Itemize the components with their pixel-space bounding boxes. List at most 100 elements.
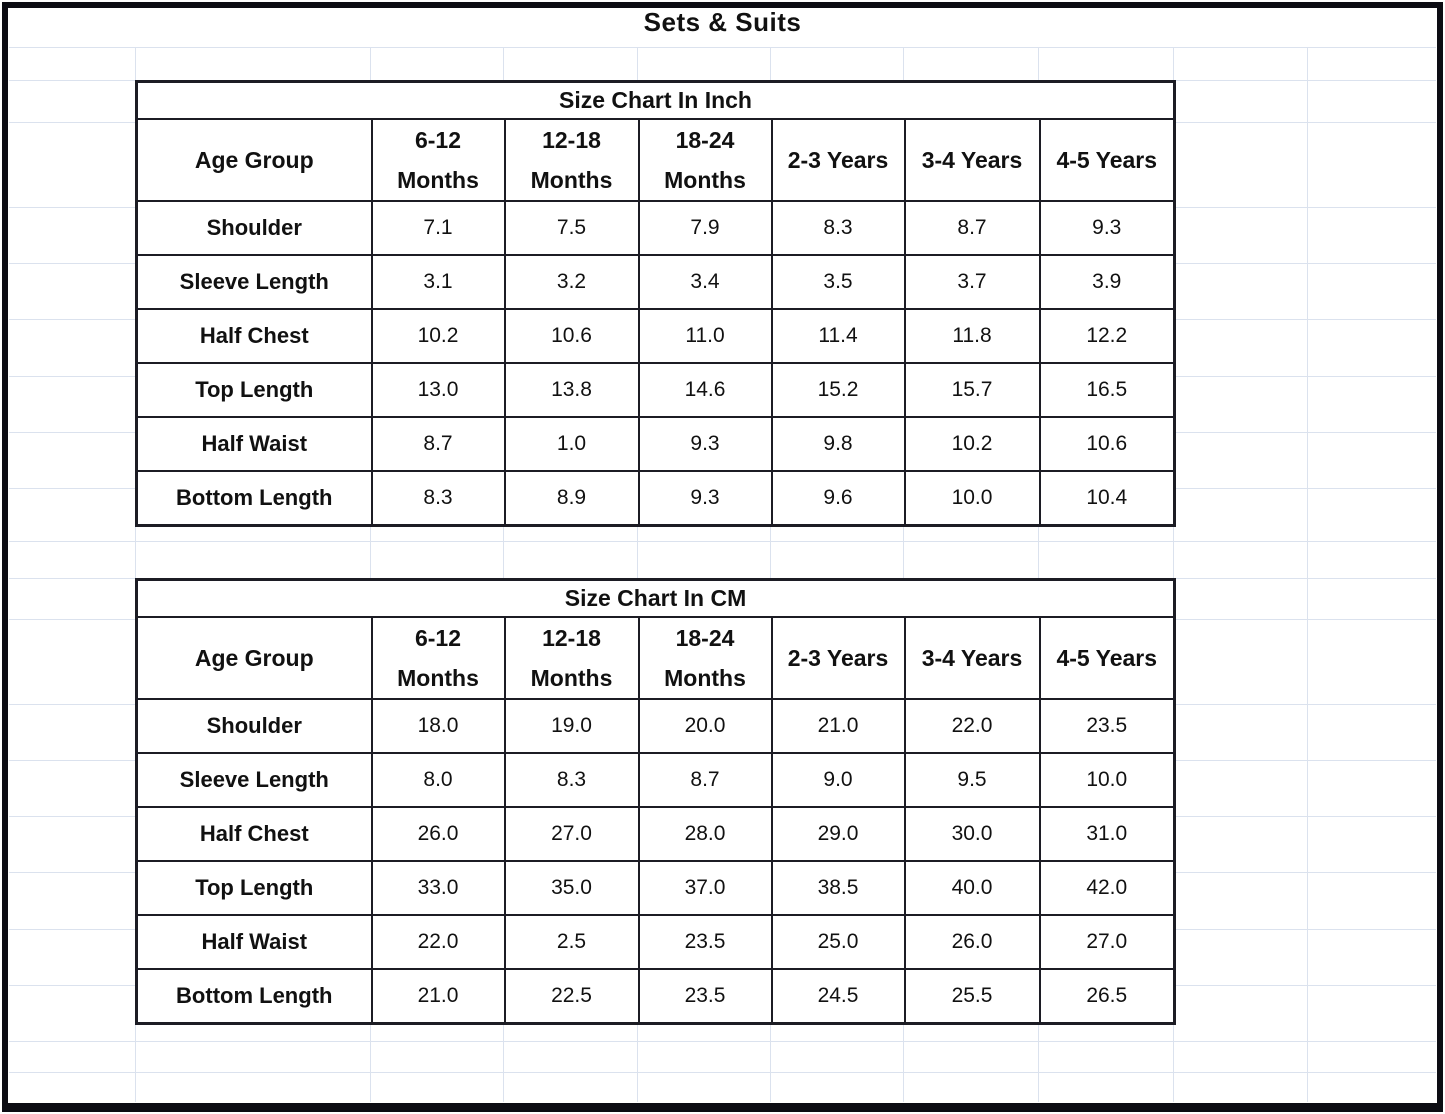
value-cell: 8.3 [370,470,506,526]
value-cell: 9.3 [637,416,773,472]
header-row: Age Group 6-12 Months 12-18 Months 18-24 Mo… [135,615,1176,700]
table-row: Shoulder 7.1 7.5 7.9 8.3 8.7 9.3 [135,200,1176,256]
value-cell: 28.0 [637,806,773,862]
column-header: 3-4 Years [903,117,1041,202]
column-header: 18-24 Months [637,117,773,202]
value-cell: 12.2 [1038,308,1176,364]
value-cell: 10.0 [903,470,1041,526]
value-cell: 8.3 [770,200,906,256]
value-cell: 3.2 [503,254,640,310]
value-cell: 1.0 [503,416,640,472]
column-header: 2-3 Years [770,117,906,202]
value-cell: 33.0 [370,860,506,916]
value-cell: 7.5 [503,200,640,256]
value-cell: 20.0 [637,698,773,754]
value-cell: 10.2 [370,308,506,364]
row-label: Sleeve Length [135,752,373,808]
value-cell: 14.6 [637,362,773,418]
table-row: Half Chest 26.0 27.0 28.0 29.0 30.0 31.0 [135,806,1176,862]
gridline-vertical [135,47,136,1102]
value-cell: 8.7 [370,416,506,472]
gridline-horizontal [9,1041,1436,1042]
value-cell: 38.5 [770,860,906,916]
value-cell: 19.0 [503,698,640,754]
value-cell: 10.6 [1038,416,1176,472]
table-row: Bottom Length 8.3 8.9 9.3 9.6 10.0 10.4 [135,470,1176,526]
value-cell: 22.5 [503,968,640,1024]
table-row: Top Length 13.0 13.8 14.6 15.2 15.7 16.5 [135,362,1176,418]
row-label: Half Chest [135,308,373,364]
value-cell: 31.0 [1038,806,1176,862]
value-cell: 26.0 [903,914,1041,970]
value-cell: 10.4 [1038,470,1176,526]
row-label: Half Waist [135,914,373,970]
value-cell: 26.0 [370,806,506,862]
value-cell: 8.3 [503,752,640,808]
gridline-vertical [903,47,904,1102]
value-cell: 8.0 [370,752,506,808]
value-cell: 10.6 [503,308,640,364]
value-cell: 11.0 [637,308,773,364]
gridline-vertical [637,47,638,1102]
row-label: Half Chest [135,806,373,862]
row-label: Bottom Length [135,470,373,526]
value-cell: 13.0 [370,362,506,418]
value-cell: 8.7 [903,200,1041,256]
table-title: Size Chart In Inch [135,80,1176,120]
value-cell: 3.9 [1038,254,1176,310]
table-row: Shoulder 18.0 19.0 20.0 21.0 22.0 23.5 [135,698,1176,754]
size-chart-table-cm: Size Chart In CM Age Group 6-12 Months 12-1… [135,578,1176,1025]
table-row: Half Chest 10.2 10.6 11.0 11.4 11.8 12.2 [135,308,1176,364]
gridline-horizontal [9,47,1436,48]
table-row: Half Waist 8.7 1.0 9.3 9.8 10.2 10.6 [135,416,1176,472]
table-row: Sleeve Length 8.0 8.3 8.7 9.0 9.5 10.0 [135,752,1176,808]
column-header: 12-18 Months [503,117,640,202]
value-cell: 27.0 [503,806,640,862]
value-cell: 25.0 [770,914,906,970]
value-cell: 11.4 [770,308,906,364]
row-label: Top Length [135,362,373,418]
value-cell: 9.6 [770,470,906,526]
row-label: Bottom Length [135,968,373,1024]
value-cell: 8.7 [637,752,773,808]
table-row: Half Waist 22.0 2.5 23.5 25.0 26.0 27.0 [135,914,1176,970]
value-cell: 3.4 [637,254,773,310]
value-cell: 23.5 [637,914,773,970]
value-cell: 37.0 [637,860,773,916]
header-row: Age Group 6-12 Months 12-18 Months 18-24 Mo… [135,117,1176,202]
table-row: Bottom Length 21.0 22.5 23.5 24.5 25.5 26.5 [135,968,1176,1024]
column-header: 3-4 Years [903,615,1041,700]
value-cell: 30.0 [903,806,1041,862]
column-header: 18-24 Months [637,615,773,700]
value-cell: 3.5 [770,254,906,310]
value-cell: 23.5 [637,968,773,1024]
value-cell: 3.7 [903,254,1041,310]
value-cell: 26.5 [1038,968,1176,1024]
table-row: Top Length 33.0 35.0 37.0 38.5 40.0 42.0 [135,860,1176,916]
value-cell: 9.5 [903,752,1041,808]
row-label: Sleeve Length [135,254,373,310]
page-title: Sets & Suits [643,7,802,37]
size-chart-table-inch: Size Chart In Inch Age Group 6-12 Months 12… [135,80,1176,527]
value-cell: 3.1 [370,254,506,310]
value-cell: 8.9 [503,470,640,526]
value-cell: 11.8 [903,308,1041,364]
value-cell: 2.5 [503,914,640,970]
value-cell: 15.7 [903,362,1041,418]
value-cell: 9.3 [1038,200,1176,256]
gridline-vertical [370,47,371,1102]
value-cell: 10.0 [1038,752,1176,808]
column-header: 2-3 Years [770,615,906,700]
value-cell: 22.0 [370,914,506,970]
value-cell: 35.0 [503,860,640,916]
value-cell: 25.5 [903,968,1041,1024]
column-header: Age Group [135,117,373,202]
value-cell: 9.3 [637,470,773,526]
table-title: Size Chart In CM [135,578,1176,618]
value-cell: 29.0 [770,806,906,862]
value-cell: 27.0 [1038,914,1176,970]
row-label: Shoulder [135,200,373,256]
column-header: 6-12 Months [370,117,506,202]
column-header: 6-12 Months [370,615,506,700]
table-row: Sleeve Length 3.1 3.2 3.4 3.5 3.7 3.9 [135,254,1176,310]
